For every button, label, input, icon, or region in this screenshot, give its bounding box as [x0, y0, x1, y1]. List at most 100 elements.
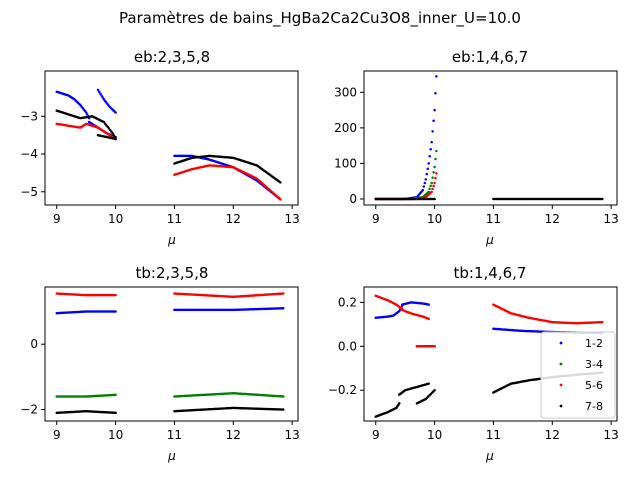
tb-1467-point-1-2: [398, 309, 401, 313]
eb-1467-xtick-label: 11: [486, 212, 501, 226]
eb-2358-point-5-6: [279, 198, 282, 201]
tb-2358-axes-frame: [44, 286, 299, 422]
subplot-tb-1467-xlabel: μ: [485, 449, 494, 463]
tb-1467-xtick-label: 11: [486, 428, 501, 442]
subplot-eb-2358-xlabel: μ: [167, 233, 176, 247]
eb-1467-point-1-2: [421, 188, 425, 192]
figure-title: Paramètres de bains_HgBa2Ca2Cu3O8_inner_…: [119, 9, 521, 28]
eb-1467-ytick-label: 300: [334, 85, 357, 99]
eb-2358-xtick-label: 11: [167, 212, 182, 226]
eb-1467-ytick-label: 100: [334, 156, 357, 170]
eb-1467-point-3-4: [434, 157, 437, 161]
eb-1467-point-3-4: [433, 165, 436, 169]
eb-1467-point-1-2: [422, 185, 426, 188]
eb-2358-point-7-8: [112, 133, 115, 137]
tb-1467-point-5-6: [601, 320, 604, 324]
tb-2358-xtick-label: 9: [53, 428, 61, 442]
eb-2358-xtick-label: 12: [226, 212, 241, 226]
eb-1467-point-1-2: [426, 167, 429, 170]
eb-1467-point-5-6: [435, 172, 438, 175]
legend-frame: [540, 331, 616, 419]
tb-1467-xtick-label: 12: [545, 428, 560, 442]
tb-1467-ytick-label: 0.2: [338, 295, 357, 309]
legend-label-5-6: 5-6: [585, 379, 603, 392]
legend-marker-5-6: [559, 383, 563, 387]
subplot-eb-1467: eb:1,4,6,7 9 10 11 12 13 0 100 200 300 μ: [334, 48, 619, 247]
eb-1467-point-1-2: [425, 172, 429, 176]
legend: 1-2 3-4 5-6 7-8: [540, 331, 616, 419]
eb-1467-ytick-label: 200: [334, 121, 357, 135]
tb-2358-xtick-label: 13: [284, 428, 299, 442]
tb-1467-point-7-8: [433, 389, 436, 392]
tb-2358-ytick-label: −2: [20, 403, 38, 417]
eb-2358-ytick-label: −5: [20, 185, 38, 199]
eb-1467-point-3-4: [431, 176, 434, 179]
eb-1467-point-3-4: [429, 184, 432, 188]
eb-1467-point-5-6: [434, 176, 437, 180]
tb-2358-xtick-label: 12: [226, 428, 241, 442]
eb-1467-point-1-2: [430, 140, 433, 144]
tb-1467-ytick-label: −0.2: [328, 383, 357, 397]
tb-1467-point-5-6: [433, 345, 436, 348]
eb-2358-ytick-label: −3: [20, 109, 38, 123]
subplot-eb-2358-title: eb:2,3,5,8: [134, 48, 210, 66]
eb-1467-point-7-8: [601, 197, 604, 201]
subplot-eb-2358: eb:2,3,5,8 9 10 11 12 13 −3 −4 −5 μ: [20, 48, 299, 247]
eb-2358-point-7-8: [279, 181, 282, 184]
tb-2358-xtick-label: 11: [167, 428, 182, 442]
subplot-tb-2358: tb:2,3,5,8 9 10 11 12 13 0 −2 μ: [20, 264, 299, 463]
tb-1467-xtick-label: 13: [603, 428, 618, 442]
tb-2358-point-1-2: [114, 310, 117, 313]
legend-marker-3-4: [559, 362, 563, 366]
subplot-tb-2358-xlabel: μ: [167, 449, 176, 463]
legend-marker-1-2: [559, 341, 563, 345]
eb-1467-point-1-2: [431, 130, 434, 133]
legend-label-1-2: 1-2: [585, 337, 603, 350]
tb-1467-xtick-label: 10: [427, 428, 442, 442]
tb-2358-point-3-4: [282, 395, 285, 398]
eb-2358-point-1-2: [96, 88, 100, 92]
eb-1467-point-1-2: [433, 108, 436, 112]
eb-2358-point-1-2: [114, 111, 117, 114]
subplot-tb-2358-title: tb:2,3,5,8: [136, 264, 209, 282]
eb-2358-point-1-2: [97, 90, 101, 94]
eb-2358-ytick-label: −4: [20, 147, 38, 161]
tb-2358-point-1-2: [282, 306, 285, 310]
eb-1467-point-1-2: [435, 75, 438, 78]
eb-2358-point-1-2: [99, 92, 102, 95]
tb-2358-point-3-4: [114, 393, 117, 397]
eb-1467-point-3-4: [430, 181, 433, 185]
tb-1467-point-7-8: [398, 402, 401, 405]
tb-1467-xtick-label: 9: [372, 428, 380, 442]
tb-1467-axes-frame: [363, 286, 618, 422]
eb-1467-axes-frame: [363, 70, 618, 206]
eb-1467-point-3-4: [435, 149, 438, 153]
eb-2358-point-7-8: [111, 132, 114, 135]
tb-2358-point-7-8: [282, 408, 285, 411]
eb-1467-point-1-2: [424, 178, 428, 181]
eb-1467-point-1-2: [427, 162, 430, 165]
eb-1467-point-5-6: [432, 184, 435, 188]
tb-2358-point-5-6: [114, 293, 117, 297]
tb-1467-ytick-label: 0.0: [338, 339, 357, 353]
tb-2358-xtick-label: 10: [108, 428, 123, 442]
eb-1467-point-3-4: [428, 187, 431, 191]
tb-1467-point-5-6: [427, 317, 430, 321]
eb-1467-point-3-4: [432, 171, 435, 174]
tb-2358-point-7-8: [114, 411, 117, 415]
eb-1467-point-5-6: [431, 187, 434, 191]
eb-1467-point-1-2: [429, 147, 432, 151]
eb-2358-point-1-2: [84, 111, 88, 114]
eb-2358-point-1-2: [100, 94, 103, 97]
legend-marker-7-8: [559, 404, 563, 408]
eb-1467-xtick-label: 13: [603, 212, 618, 226]
eb-1467-point-5-6: [433, 181, 436, 185]
eb-2358-point-1-2: [85, 113, 89, 116]
eb-1467-point-1-2: [434, 91, 437, 95]
eb-1467-point-1-2: [428, 155, 431, 158]
legend-label-7-8: 7-8: [585, 400, 603, 413]
eb-1467-xtick-label: 10: [427, 212, 442, 226]
subplot-eb-1467-xlabel: μ: [485, 233, 494, 247]
eb-1467-xtick-label: 9: [372, 212, 380, 226]
